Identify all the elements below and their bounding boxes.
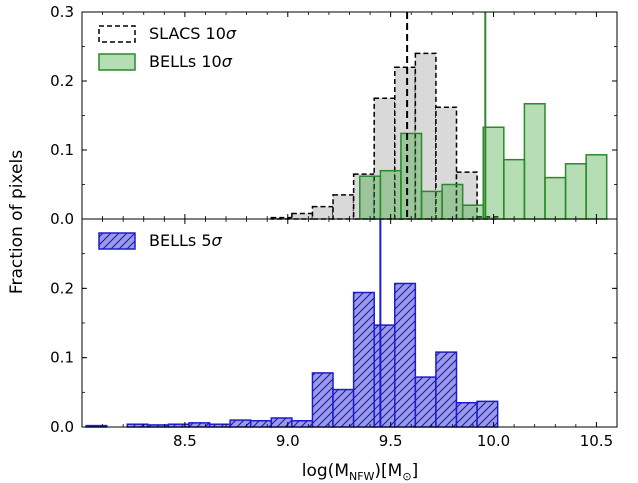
bottom-xtick-label-4: 10.5 xyxy=(580,432,613,450)
bottom-xtick-label-3: 10.0 xyxy=(477,432,510,450)
top-bar-0-2 xyxy=(311,205,334,220)
top-bar-1-7 xyxy=(503,158,526,220)
top-bar-1-9 xyxy=(544,176,567,220)
bottom-bar-hatch-0-15 xyxy=(415,377,436,427)
top-bar-1-1 xyxy=(379,169,402,220)
top-ytick-label-1: 0.1 xyxy=(50,141,74,159)
bottom-bar-hatch-0-13 xyxy=(374,325,395,427)
bottom-bar-hatch-0-5 xyxy=(209,424,231,427)
bottom-xtick-label-2: 9.5 xyxy=(379,432,403,450)
bottom-bar-hatch-0-14 xyxy=(394,283,416,427)
top-bar-1-8 xyxy=(523,103,546,220)
bottom-bar-hatch-0-17 xyxy=(456,402,478,427)
top-legend-patch-1 xyxy=(98,53,136,71)
top-bar-0-1 xyxy=(291,212,314,220)
x-axis-label-subscript: NFW xyxy=(349,470,375,483)
x-axis-label-subscript-sun: ⊙ xyxy=(402,470,411,483)
top-bar-1-10 xyxy=(564,163,587,220)
bottom-legend-label-0: BELLs 5σ xyxy=(149,231,223,250)
top-ytick-label-2: 0.2 xyxy=(50,72,74,90)
bottom-bar-hatch-0-10 xyxy=(312,372,334,427)
bottom-bar-hatch-0-9 xyxy=(291,420,313,427)
top-bar-1-3 xyxy=(420,190,443,220)
x-axis-label-main: log(M xyxy=(302,461,349,481)
bottom-bar-hatch-0-11 xyxy=(333,389,354,427)
top-bar-1-2 xyxy=(400,132,423,220)
legend-text: BELLs 10 xyxy=(149,52,222,71)
bottom-bar-hatch-0-7 xyxy=(250,420,272,427)
bottom-bar-hatch-0-1 xyxy=(127,424,148,427)
bottom-bar-hatch-0-12 xyxy=(353,292,375,427)
bottom-xtick-label-0: 8.5 xyxy=(173,432,197,450)
x-axis-label-mid: )[M xyxy=(374,461,402,481)
top-ytick-label-3: 0.3 xyxy=(50,3,74,21)
bottom-legend-patch-hatch-0 xyxy=(99,233,135,249)
bottom-ytick-label-1: 0.1 xyxy=(50,349,74,367)
bottom-ytick-label-0: 0.0 xyxy=(50,418,74,436)
top-bar-1-11 xyxy=(585,154,608,220)
bottom-bar-hatch-0-0 xyxy=(86,425,107,427)
top-ytick-label-0: 0.0 xyxy=(50,210,74,228)
top-bar-1-4 xyxy=(441,183,464,220)
bottom-bar-hatch-0-6 xyxy=(230,420,251,427)
top-legend-label-0: SLACS 10σ xyxy=(149,24,237,43)
bottom-bar-hatch-0-2 xyxy=(147,424,169,427)
x-axis-label: log(MNFW)[M⊙] xyxy=(302,461,418,483)
bottom-bar-hatch-0-8 xyxy=(271,417,292,427)
top-bar-1-6 xyxy=(482,126,505,220)
bottom-panel: 0.0 0.1 0.2 8.5 9.0 9.5 10.0 10.5 BELLs 5σ xyxy=(50,218,618,450)
bottom-bar-hatch-0-18 xyxy=(477,401,498,427)
top-bar-0-3 xyxy=(332,194,355,220)
bottom-ytick-label-2: 0.2 xyxy=(50,279,74,297)
y-axis-label: Fraction of pixels xyxy=(7,150,27,294)
x-axis-label-end: ] xyxy=(412,461,419,481)
legend-sigma: σ xyxy=(222,52,233,71)
top-bar-1-0 xyxy=(359,175,382,220)
top-legend-patch-0 xyxy=(98,25,136,43)
bottom-bar-hatch-0-16 xyxy=(435,352,457,427)
bottom-bar-hatch-0-3 xyxy=(168,424,189,427)
bottom-bar-hatch-0-4 xyxy=(189,422,210,427)
legend-sigma: σ xyxy=(212,231,223,250)
legend-sigma: σ xyxy=(226,24,237,43)
bottom-xtick-label-1: 9.0 xyxy=(276,432,300,450)
legend-text: SLACS 10 xyxy=(149,24,226,43)
legend-text: BELLs 5 xyxy=(149,231,212,250)
top-legend-label-1: BELLs 10σ xyxy=(149,52,233,71)
